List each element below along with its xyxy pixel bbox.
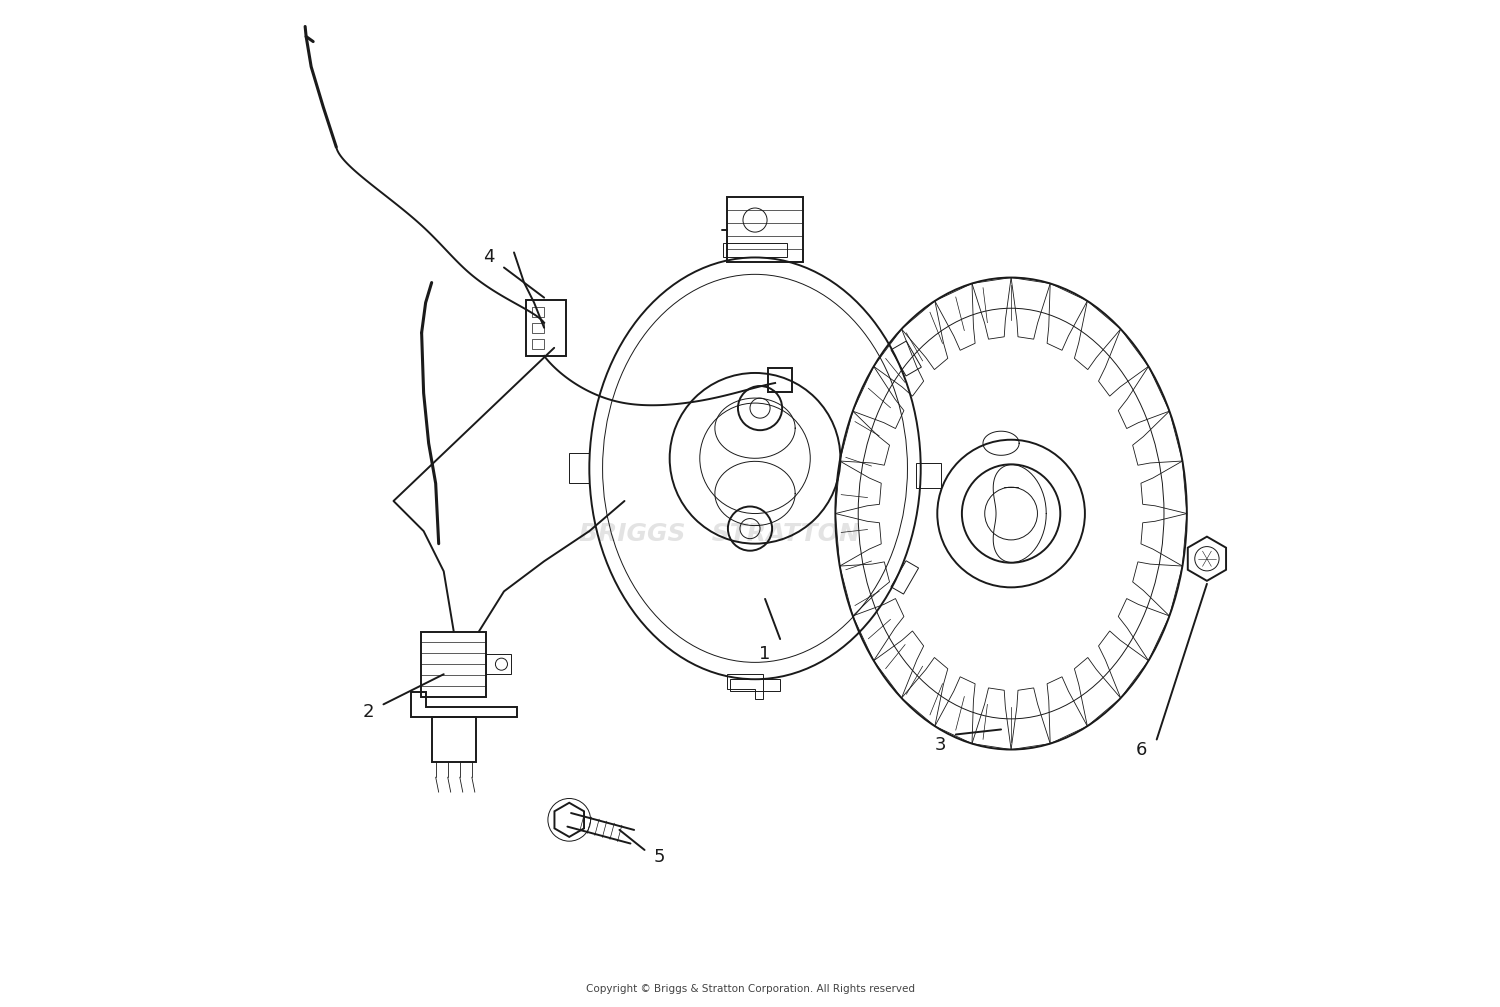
Text: 2: 2 — [363, 703, 374, 721]
Text: 4: 4 — [483, 249, 495, 267]
Bar — [422, 631, 486, 697]
Bar — [532, 322, 544, 332]
Text: 5: 5 — [654, 848, 666, 866]
Bar — [728, 197, 803, 263]
Text: 6: 6 — [1136, 740, 1148, 758]
Bar — [915, 463, 940, 488]
Text: 1: 1 — [759, 645, 771, 664]
Bar — [486, 655, 512, 675]
Text: Copyright © Briggs & Stratton Corporation. All Rights reserved: Copyright © Briggs & Stratton Corporatio… — [585, 984, 915, 994]
Text: 3: 3 — [934, 735, 946, 753]
Text: BRIGGS   STRATTON: BRIGGS STRATTON — [579, 522, 860, 546]
Bar — [532, 307, 544, 317]
Bar — [532, 338, 544, 348]
Bar — [768, 368, 792, 392]
